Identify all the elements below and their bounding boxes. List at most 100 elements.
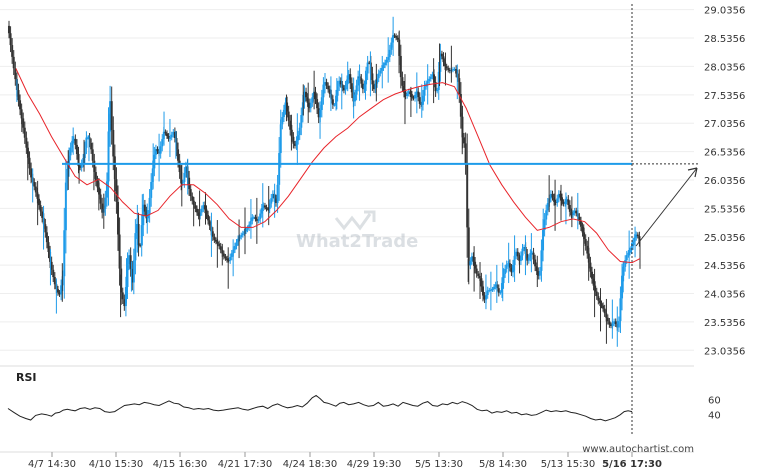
candle-body — [45, 232, 48, 243]
candle-body — [170, 134, 173, 138]
candle-body — [281, 117, 284, 125]
candle-body — [553, 197, 556, 202]
candle-body — [202, 205, 205, 209]
candle-body — [137, 224, 140, 246]
grid-lines — [0, 9, 694, 367]
candle-body — [77, 153, 80, 167]
candle-body — [442, 56, 445, 63]
candle-body — [523, 247, 526, 249]
candle-body — [233, 246, 236, 250]
candle-body — [271, 193, 274, 199]
candle-body — [625, 254, 628, 261]
candle-body — [538, 270, 541, 276]
candle-body — [488, 289, 491, 291]
candle-body — [535, 266, 538, 272]
candle-body — [308, 102, 311, 109]
candle-body — [199, 212, 202, 217]
candle-body — [64, 182, 67, 231]
candle-body — [621, 275, 624, 299]
candle-body — [388, 49, 391, 58]
candle-body — [385, 59, 388, 63]
candle-body — [328, 89, 331, 94]
candle-body — [109, 101, 112, 132]
candle-body — [632, 241, 635, 247]
candle-body — [589, 262, 592, 272]
candle-body — [572, 212, 575, 216]
candle-body — [235, 242, 238, 247]
candle-body — [139, 245, 142, 247]
candle-body — [194, 205, 197, 209]
candle-body — [289, 120, 292, 130]
candle-body — [379, 70, 382, 74]
candle-body — [499, 292, 502, 294]
candle-body — [241, 233, 244, 236]
candle-body — [90, 142, 93, 150]
candle-body — [346, 79, 349, 86]
candle-body — [592, 278, 595, 286]
candle-body — [494, 284, 497, 287]
candle-body — [445, 66, 448, 69]
candle-body — [556, 198, 559, 204]
candle-body — [74, 138, 77, 145]
candle-body — [493, 286, 496, 290]
candle-body — [584, 239, 587, 246]
candle-body — [219, 246, 222, 250]
candle-body — [469, 260, 472, 266]
candle-body — [581, 226, 584, 233]
candle-body — [534, 259, 537, 267]
candle-body — [529, 252, 532, 258]
candle-body — [421, 95, 424, 105]
candle-body — [23, 127, 26, 138]
y-axis: 29.0356 28.5356 28.0356 27.5356 27.0356 26.53… — [704, 6, 745, 358]
candle-body — [72, 138, 75, 141]
candle-body — [434, 82, 437, 92]
candle-body — [85, 137, 88, 148]
candle-body — [532, 252, 535, 260]
candle-body — [203, 205, 206, 210]
candle-body — [104, 197, 107, 209]
candle-body — [374, 83, 377, 90]
candle-body — [545, 210, 548, 220]
y-tick-label: 24.5356 — [704, 261, 745, 272]
candle-body — [86, 137, 89, 139]
candle-body — [530, 252, 533, 254]
candle-body — [145, 211, 148, 219]
candle-body — [309, 102, 312, 109]
candle-body — [47, 242, 50, 253]
candle-body — [184, 166, 187, 173]
candle-body — [410, 94, 413, 98]
candle-body — [349, 74, 352, 84]
candle-body — [60, 285, 63, 295]
x-tick-label: 4/15 16:30 — [153, 459, 207, 470]
candle-body — [159, 146, 162, 154]
candle-body — [627, 252, 630, 255]
candle-body — [325, 82, 328, 86]
candle-body — [101, 203, 104, 213]
candle-body — [322, 84, 325, 98]
candle-body — [382, 65, 385, 68]
candle-body — [257, 219, 260, 221]
candle-body — [69, 147, 72, 156]
candle-body — [366, 62, 369, 74]
candle-body — [594, 285, 597, 292]
candle-body — [573, 210, 576, 213]
candle-body — [132, 260, 135, 283]
candle-body — [244, 229, 247, 232]
candle-body — [510, 267, 513, 273]
candle-body — [238, 236, 241, 239]
candle-body — [624, 260, 627, 267]
candle-body — [357, 76, 360, 86]
candle-body — [153, 154, 156, 169]
candle-body — [82, 158, 85, 164]
y-tick-label: 27.0356 — [704, 119, 745, 130]
candle-body — [124, 287, 127, 307]
candle-body — [459, 94, 462, 117]
candle-body — [463, 137, 466, 144]
candle-body — [376, 78, 379, 84]
candle-body — [140, 225, 143, 246]
candle-body — [466, 163, 469, 228]
candle-body — [173, 131, 176, 138]
candle-body — [237, 238, 240, 243]
candle-body — [123, 299, 126, 307]
candle-body — [286, 102, 289, 112]
